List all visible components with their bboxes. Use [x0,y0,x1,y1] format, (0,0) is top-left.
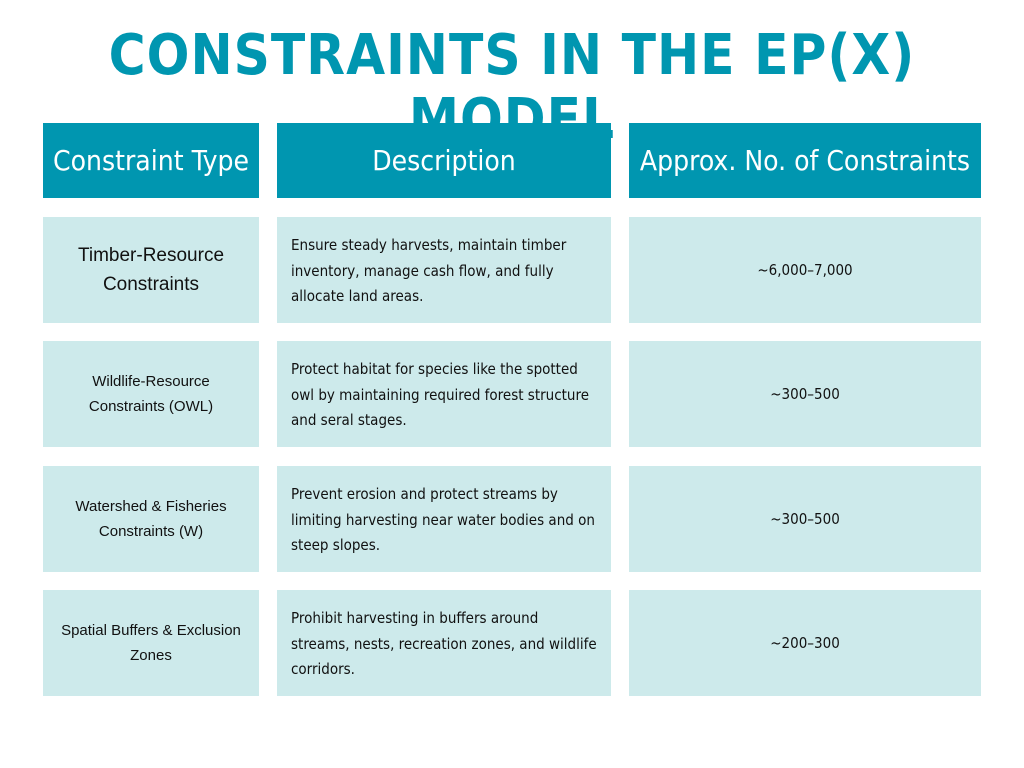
table-row-1-description: Ensure steady harvests, maintain timber … [277,217,611,323]
table-row-1-count: ~6,000–7,000 [629,217,981,323]
table-row-4-description: Prohibit harvesting in buffers around st… [277,590,611,696]
table-row-3-type: Watershed & Fisheries Constraints (W) [43,466,259,572]
table-row-1-type: Timber-Resource Constraints [43,217,259,323]
header-constraint-type: Constraint Type [43,123,259,198]
table-row-3-description: Prevent erosion and protect streams by l… [277,466,611,572]
header-description: Description [277,123,611,198]
table-row-4-type: Spatial Buffers & Exclusion Zones [43,590,259,696]
table-row-2-type: Wildlife-Resource Constraints (OWL) [43,341,259,447]
page-title: CONSTRAINTS IN THE EP(X) MODEL [108,23,916,152]
table-row-3-count: ~300–500 [629,466,981,572]
table-row-2-count: ~300–500 [629,341,981,447]
table-row-2-description: Protect habitat for species like the spo… [277,341,611,447]
table-row-4-count: ~200–300 [629,590,981,696]
header-approx-count: Approx. No. of Constraints [629,123,981,198]
